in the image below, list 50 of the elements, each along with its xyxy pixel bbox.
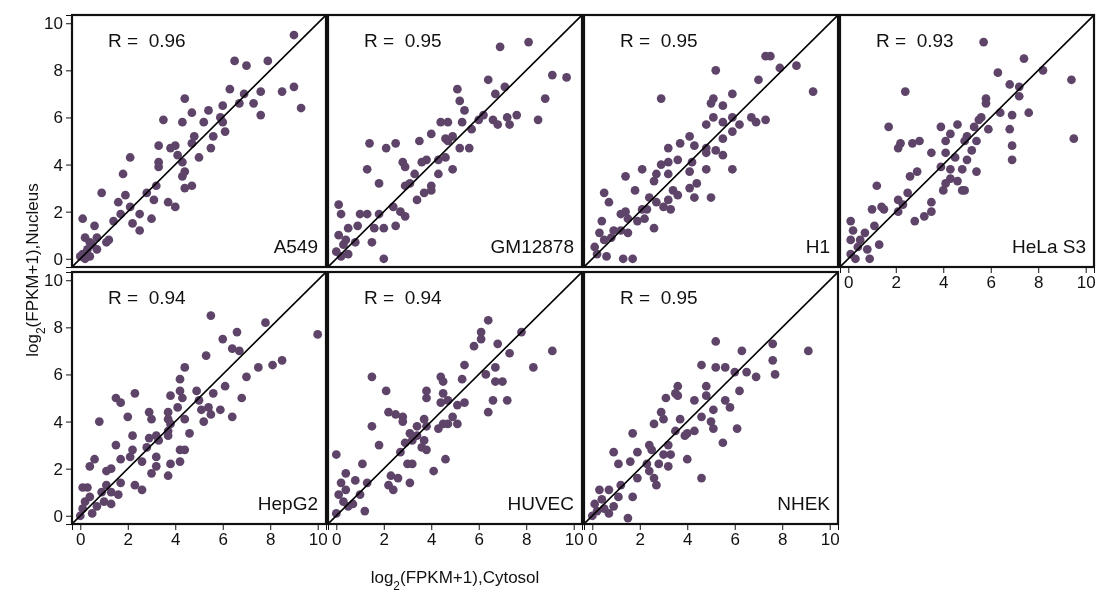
x-tick-label: 10 (820, 530, 840, 550)
x-tick-label: 4 (427, 530, 437, 550)
x-tick-label: 4 (939, 273, 949, 293)
x-tick-label: 6 (730, 530, 740, 550)
text: A549 (273, 236, 318, 257)
x-tick-label: 2 (379, 530, 390, 550)
y-tick-label: 8 (53, 61, 63, 81)
annotation: R = 0.95 (364, 30, 442, 51)
x-tick-label: 8 (521, 530, 532, 550)
x-tick-label: 8 (777, 530, 788, 550)
text: NHEK (777, 493, 831, 514)
y-tick-label: 2 (53, 202, 63, 222)
annotation: R = 0.95 (620, 30, 698, 51)
x-tick-label: 0 (844, 273, 854, 293)
x-tick-label: 6 (218, 530, 228, 550)
x-tick-label: 0 (76, 530, 86, 550)
x-tick-label: 10 (308, 530, 328, 550)
y-tick-label: 4 (53, 155, 63, 175)
text: HepG2 (257, 493, 318, 514)
x-tick-label: 6 (986, 273, 996, 293)
y-tick-label: 0 (53, 506, 63, 526)
y-tick-label: 6 (53, 365, 63, 385)
x-tick-label: 2 (635, 530, 646, 550)
x-tick-label: 8 (1033, 273, 1044, 293)
annotation: R = 0.94 (108, 287, 187, 308)
y-tick-label: 10 (44, 14, 63, 34)
x-tick-label: 2 (123, 530, 134, 550)
x-tick-label: 2 (891, 273, 902, 293)
x-axis-title: log$_{2}$(FPKM+1),Cytosol (370, 568, 540, 593)
annotation: R = 0.96 (108, 30, 186, 51)
x-tick-label: 6 (474, 530, 484, 550)
x-tick-label: 10 (1076, 273, 1096, 293)
text: HeLa S3 (1012, 236, 1086, 257)
annotation: R = 0.95 (620, 287, 698, 308)
x-tick-label: 4 (171, 530, 181, 550)
annotation: R = 0.93 (876, 30, 954, 51)
text: HUVEC (507, 493, 574, 514)
annotation: R = 0.94 (364, 287, 443, 308)
text: GM12878 (490, 236, 574, 257)
x-tick-label: 10 (564, 530, 584, 550)
x-tick-label: 8 (265, 530, 276, 550)
text: H1 (805, 236, 830, 257)
y-tick-label: 6 (53, 108, 63, 128)
x-tick-label: 4 (683, 530, 693, 550)
y-tick-label: 8 (53, 318, 63, 338)
y-tick-label: 0 (53, 249, 63, 269)
y-tick-label: 4 (53, 412, 63, 432)
y-tick-label: 2 (53, 459, 63, 479)
x-tick-label: 0 (588, 530, 598, 550)
x-tick-label: 0 (332, 530, 342, 550)
